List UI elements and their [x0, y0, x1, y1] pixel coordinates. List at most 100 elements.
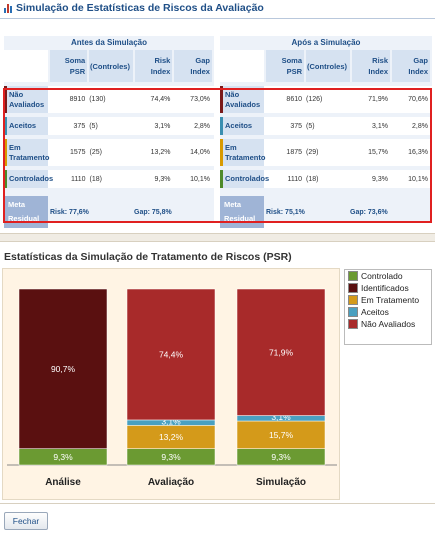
chart-title: Estatísticas da Simulação de Tratamento …	[4, 251, 292, 263]
after-cell-risk: 9,3%	[372, 175, 388, 183]
after-cell-gap: 70,6%	[408, 96, 428, 103]
header-blank-cell	[4, 50, 48, 82]
data-label: 71,9%	[269, 347, 294, 357]
after-cell-controles: (126)	[306, 96, 323, 103]
legend-swatch	[348, 319, 358, 329]
legend-swatch	[348, 283, 358, 293]
close-button[interactable]: Fechar	[4, 512, 48, 530]
after-row: Em Tratamento 1875 (29) 15,7% 16,3%	[220, 139, 432, 166]
before-cell-risk: 3,1%	[154, 122, 171, 130]
after-cell-controles: (29)	[306, 149, 319, 156]
before-row: Não Avaliados 8910 (130) 74,4% 73,0%	[4, 86, 214, 113]
data-label: 15,7%	[269, 430, 294, 440]
after-row: Aceitos 375 (5) 3,1% 2,8%	[220, 117, 432, 135]
meta-residual-risk: Risk: 77,6%	[50, 208, 89, 216]
after-heading: Após a Simulação	[291, 38, 361, 47]
legend-label: Aceitos	[361, 307, 389, 317]
before-cell-risk: 9,3%	[154, 175, 171, 183]
before-column-header: Soma PSR	[49, 50, 88, 82]
before-cell-controles: (18)	[89, 175, 102, 183]
data-label: 74,4%	[159, 349, 184, 359]
before-cell-gap: 73,0%	[190, 96, 211, 103]
before-cell-controles: (25)	[89, 149, 102, 156]
before-cell-controles: (130)	[89, 96, 106, 103]
before-cell-gap: 14,0%	[190, 149, 210, 156]
after-cell-soma: 1110	[287, 175, 302, 183]
before-cell-gap: 10,1%	[190, 175, 210, 183]
before-row-label: Em Tratamento	[4, 139, 49, 166]
legend-item: Não Avaliados	[345, 318, 431, 330]
before-row-label: Não Avaliados	[4, 86, 48, 113]
after-column-header: Soma PSR	[266, 50, 304, 82]
after-cell-risk: 15,7%	[368, 149, 388, 156]
before-heading: Antes da Simulação	[70, 38, 148, 47]
before-cell-risk: 74,4%	[150, 96, 171, 103]
section-separator	[0, 233, 435, 242]
category-label: Simulação	[256, 477, 306, 488]
legend-label: Controlado	[361, 271, 403, 281]
after-cell-soma: 375	[290, 122, 302, 130]
data-label: 3,1%	[161, 416, 181, 426]
after-cell-soma: 1875	[286, 149, 302, 156]
after-row: Controlados 1110 (18) 9,3% 10,1%	[220, 170, 432, 188]
meta-residual-gap: Gap: 73,6%	[350, 208, 388, 216]
header-blank-cell	[220, 50, 264, 82]
meta-residual-gap: Gap: 75,8%	[134, 208, 172, 216]
before-cell-soma: 1575	[69, 149, 86, 156]
after-row-label: Não Avaliados	[220, 86, 264, 113]
bar-segment	[18, 288, 108, 449]
after-row-label: Em Tratamento	[220, 139, 265, 166]
page-title: Simulação de Estatísticas de Riscos da A…	[16, 2, 264, 14]
before-row: Em Tratamento 1575 (25) 13,2% 14,0%	[4, 139, 214, 166]
highlight-box	[3, 88, 432, 223]
bar-chart-icon	[4, 3, 12, 13]
after-cell-gap: 2,8%	[412, 122, 428, 130]
before-row: Controlados 1110 (18) 9,3% 10,1%	[4, 170, 214, 188]
after-column-header: Risk Index	[352, 50, 390, 82]
after-row-label: Controlados	[220, 170, 269, 188]
before-row-label: Aceitos	[4, 117, 48, 135]
data-label: 9,3%	[53, 452, 73, 462]
legend-swatch	[348, 271, 358, 281]
before-cell-risk: 13,2%	[150, 149, 171, 156]
legend-swatch	[348, 295, 358, 305]
chart-area: 9,3% 90,7% Análise 9,3% 13,2% 3,1% 74,4% Avalia…	[2, 268, 340, 500]
after-column-header: (Controles)	[306, 50, 350, 82]
after-row: Não Avaliados 8610 (126) 71,9% 70,6%	[220, 86, 432, 113]
legend-label: Em Tratamento	[361, 295, 420, 305]
after-cell-soma: 8610	[286, 96, 302, 103]
after-cell-gap: 16,3%	[408, 149, 428, 156]
meta-residual-risk: Risk: 75,1%	[266, 208, 305, 216]
after-row-label: Aceitos	[220, 117, 264, 135]
after-cell-controles: (18)	[306, 175, 319, 183]
legend-item: Em Tratamento	[345, 294, 431, 306]
after-column-header: Gap Index	[392, 50, 430, 82]
before-cell-controles: (5)	[89, 122, 98, 130]
after-cell-risk: 71,9%	[368, 96, 388, 103]
data-label: 9,3%	[271, 452, 291, 462]
legend-label: Identificados	[361, 283, 409, 293]
data-label: 9,3%	[161, 452, 181, 462]
legend-item: Controlado	[345, 270, 431, 282]
before-column-header: Risk Index	[134, 50, 173, 82]
before-column-header: (Controles)	[89, 50, 133, 82]
legend-swatch	[348, 307, 358, 317]
before-cell-soma: 8910	[69, 96, 86, 103]
chart-legend: Controlado Identificados Em Tratamento Acei…	[344, 269, 432, 345]
category-label: Análise	[45, 477, 81, 488]
header-divider	[0, 18, 435, 19]
after-cell-controles: (5)	[306, 122, 315, 130]
data-label: 90,7%	[51, 364, 76, 374]
legend-item: Aceitos	[345, 306, 431, 318]
legend-item: Identificados	[345, 282, 431, 294]
after-cell-risk: 3,1%	[372, 122, 388, 130]
footer-divider	[0, 503, 435, 504]
data-label: 13,2%	[159, 432, 184, 442]
bar-segment	[236, 288, 326, 416]
before-row: Aceitos 375 (5) 3,1% 2,8%	[4, 117, 214, 135]
before-row-label: Controlados	[4, 170, 53, 188]
after-cell-gap: 10,1%	[408, 175, 428, 183]
category-label: Avaliação	[148, 477, 194, 488]
before-column-header: Gap Index	[174, 50, 212, 82]
stacked-bar-chart: 9,3% 90,7% Análise 9,3% 13,2% 3,1% 74,4% Avalia…	[7, 288, 337, 488]
